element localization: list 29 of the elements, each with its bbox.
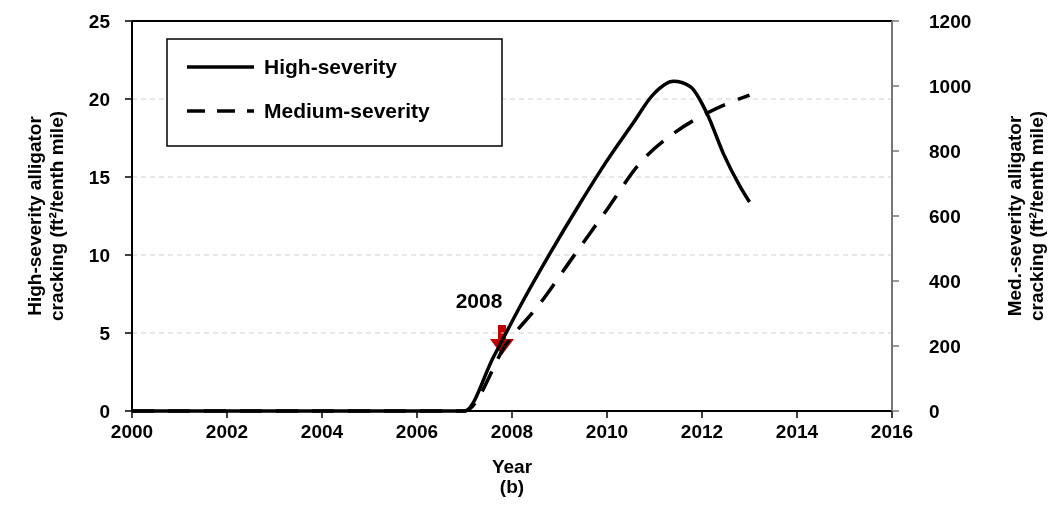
y-tick-label: 15: [88, 167, 111, 188]
annotation: 2008: [455, 289, 503, 312]
x-tick-label: 2008: [490, 421, 534, 442]
x-axis-title: Year: [491, 456, 533, 477]
y-axis-title: High-severity alligator cracking (ft²/tenth mile): [24, 110, 67, 322]
x-tick-label: 2014: [775, 421, 819, 442]
y-tick-label: 20: [88, 89, 110, 110]
y-tick-label: 0: [99, 401, 110, 422]
y-tick-label: 5: [99, 323, 111, 344]
x-tick-label: 2012: [680, 421, 724, 442]
legend-label: Medium-severity: [264, 99, 431, 122]
x-tick-label: 2006: [395, 421, 439, 442]
y-tick-label: 10: [88, 245, 110, 266]
x-tick-label: 2004: [300, 421, 344, 442]
y2-tick-label: 200: [929, 336, 961, 357]
y2-tick-label: 1000: [929, 76, 972, 97]
x-tick-label: 2016: [870, 421, 914, 442]
y2-tick-label: 800: [929, 141, 961, 162]
y2-axis-title: Med.-severity alligator cracking (ft²/tenth mile): [1004, 110, 1047, 322]
y2-tick-label: 1200: [929, 11, 972, 32]
y2-tick-label: 400: [929, 271, 961, 292]
y2-tick-label: 0: [929, 401, 940, 422]
x-tick-label: 2000: [110, 421, 154, 442]
legend-label: High-severity: [264, 55, 398, 78]
y2-tick-label: 600: [929, 206, 961, 227]
x-tick-label: 2010: [585, 421, 629, 442]
y-tick-label: 25: [88, 11, 111, 32]
text: (b): [499, 476, 525, 497]
x-tick-label: 2002: [205, 421, 249, 442]
